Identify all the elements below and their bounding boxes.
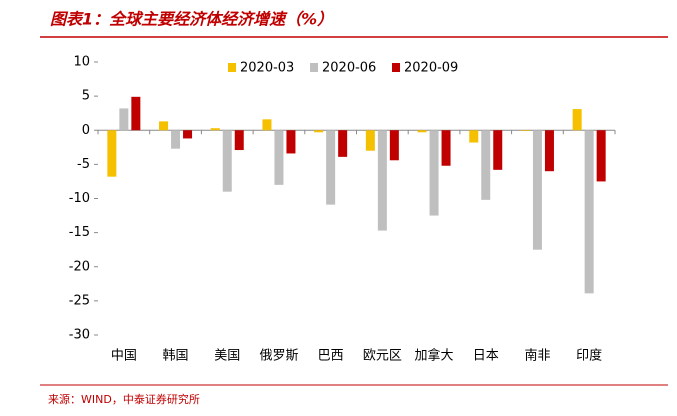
x-tick-label: 美国 xyxy=(214,349,240,364)
y-tick-label: 5 xyxy=(82,89,90,104)
bar xyxy=(417,130,427,133)
y-tick-label: -25 xyxy=(69,293,90,308)
x-tick-label: 韩国 xyxy=(163,349,189,364)
bar xyxy=(159,121,169,131)
legend-swatch xyxy=(392,63,400,72)
bar xyxy=(119,108,129,131)
bar xyxy=(596,130,606,182)
x-tick-label: 南非 xyxy=(524,348,550,364)
bar xyxy=(469,130,479,143)
bar xyxy=(429,130,439,216)
bar xyxy=(441,130,451,166)
chart-title: 图表1：全球主要经济体经济增速（%） xyxy=(50,10,333,29)
bar xyxy=(338,130,348,157)
x-tick-label: 巴西 xyxy=(318,349,344,364)
y-tick-label: -20 xyxy=(69,259,90,274)
bar xyxy=(131,96,141,131)
bar xyxy=(389,130,399,161)
bar xyxy=(481,130,491,200)
bar xyxy=(532,130,542,250)
legend-label: 2020-06 xyxy=(322,61,376,76)
x-tick-label: 印度 xyxy=(576,348,602,364)
x-tick-label: 加拿大 xyxy=(415,348,454,364)
y-tick-label: -15 xyxy=(69,225,90,240)
legend-swatch xyxy=(228,63,236,72)
y-tick-label: -30 xyxy=(69,328,90,343)
y-tick-label: 0 xyxy=(82,123,90,138)
bar xyxy=(377,130,387,231)
y-tick-label: -5 xyxy=(77,157,90,172)
legend-label: 2020-03 xyxy=(240,61,294,76)
bar xyxy=(584,130,594,294)
bar xyxy=(493,130,503,170)
y-tick-label: -10 xyxy=(69,191,90,206)
legend-swatch xyxy=(310,63,318,72)
bar xyxy=(286,130,296,154)
x-tick-label: 俄罗斯 xyxy=(259,349,298,364)
bar xyxy=(222,130,232,192)
y-tick-label: 10 xyxy=(73,55,90,70)
x-tick-label: 中国 xyxy=(111,349,137,364)
bar xyxy=(326,130,336,205)
x-tick-label: 欧元区 xyxy=(363,349,402,364)
bar xyxy=(262,119,272,131)
bar xyxy=(314,130,324,133)
bar xyxy=(544,130,554,172)
bar xyxy=(107,130,117,177)
bar xyxy=(171,130,181,149)
legend-label: 2020-09 xyxy=(404,61,458,76)
bar xyxy=(234,130,244,151)
bar xyxy=(365,130,375,151)
bar xyxy=(572,109,582,131)
source: 来源：WIND，中泰证券研究所 xyxy=(48,392,200,406)
bar xyxy=(274,130,284,185)
bar xyxy=(210,128,220,131)
bar xyxy=(520,130,530,131)
x-tick-label: 日本 xyxy=(473,349,499,364)
bar xyxy=(183,130,193,139)
